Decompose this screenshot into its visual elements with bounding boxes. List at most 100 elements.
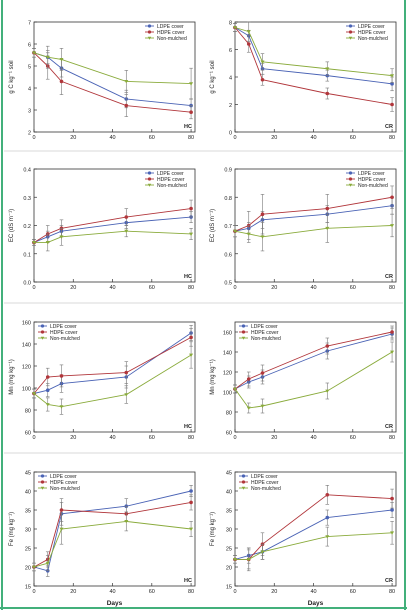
legend-marker (147, 177, 152, 181)
x-tick-label: 20 (70, 435, 76, 441)
legend-marker (348, 36, 353, 40)
data-point (390, 74, 395, 78)
series-line-2 (33, 354, 192, 408)
legend-label: HDPE cover (251, 480, 279, 486)
x-tick-label: 80 (188, 435, 194, 441)
series-line-1 (33, 501, 192, 568)
legend-label: LDPE cover (358, 24, 385, 30)
legend-label: LDPE cover (157, 171, 184, 177)
x-tick-label: 40 (310, 285, 316, 291)
x-tick-label: 40 (109, 589, 115, 595)
legend-marker (147, 171, 152, 175)
y-tick-label: 4 (28, 87, 31, 93)
y-axis-label: Fe (mg kg⁻¹) (210, 512, 216, 546)
legend-marker (241, 486, 246, 490)
x-tick-label: 20 (70, 285, 76, 291)
series-line-2 (234, 351, 393, 409)
x-tick-label: 60 (350, 435, 356, 441)
y-axis-label: g C kg⁻¹ soil (210, 60, 216, 93)
y-axis-label: Mn (mg kg⁻¹) (210, 359, 216, 395)
legend-label: HDPE cover (358, 30, 386, 36)
data-point (233, 387, 237, 391)
data-point (390, 195, 394, 200)
legend-marker (241, 480, 246, 484)
data-point (260, 371, 265, 375)
y-tick-label: 0.0 (23, 281, 31, 287)
y-tick-label: 6 (229, 48, 232, 54)
data-point (390, 224, 395, 228)
legend-marker (147, 30, 152, 34)
y-tick-label: 0.7 (224, 224, 232, 230)
series-line-0 (33, 490, 192, 572)
panel-corner-label: HC (184, 124, 192, 130)
data-point (124, 229, 129, 234)
legend-label: HDPE cover (251, 330, 279, 336)
y-tick-label: 2 (28, 131, 31, 137)
data-point (59, 527, 64, 531)
legend-label: HDPE cover (50, 480, 78, 486)
legend-label: LDPE cover (157, 24, 184, 30)
panel-corner-label: HC (184, 274, 192, 280)
legend-label: LDPE cover (358, 171, 385, 177)
data-point (390, 496, 394, 501)
data-point (233, 229, 237, 234)
y-tick-label: 20 (25, 566, 31, 572)
y-axis-label: Mn (mg kg⁻¹) (9, 359, 15, 395)
data-point (124, 370, 129, 375)
data-point (246, 232, 251, 236)
y-tick-label: 40 (25, 490, 31, 496)
x-tick-label: 20 (271, 589, 277, 595)
x-tick-label: 60 (149, 589, 155, 595)
legend-marker (348, 30, 353, 34)
x-tick-label: 40 (109, 285, 115, 291)
legend-marker (147, 36, 152, 40)
x-tick-label: 0 (32, 285, 35, 291)
series-line-1 (33, 208, 192, 243)
data-point (32, 392, 36, 396)
x-tick-label: 80 (389, 589, 395, 595)
x-tick-label: 20 (271, 435, 277, 441)
data-point (124, 393, 129, 397)
x-tick-label: 40 (109, 435, 115, 441)
y-tick-label: 0.9 (224, 168, 232, 174)
x-tick-label: 40 (109, 135, 115, 141)
data-point (189, 110, 193, 114)
y-tick-label: 3 (28, 109, 31, 115)
data-point (260, 404, 265, 408)
y-tick-label: 20 (226, 566, 232, 572)
series-line-1 (234, 196, 393, 232)
data-point (45, 55, 50, 60)
data-point (260, 77, 265, 82)
y-tick-label: 140 (22, 343, 31, 349)
y-tick-label: 35 (226, 509, 232, 515)
x-tick-label: 0 (233, 285, 236, 291)
data-point (45, 403, 50, 407)
x-tick-label: 0 (233, 589, 236, 595)
y-tick-label: 160 (223, 331, 232, 337)
x-tick-label: 0 (233, 135, 236, 141)
y-tick-label: 45 (25, 471, 31, 477)
data-point (233, 558, 237, 562)
y-tick-label: 6 (28, 43, 31, 49)
y-tick-label: 25 (25, 547, 31, 553)
x-tick-label: 80 (188, 589, 194, 595)
data-point (390, 508, 394, 512)
legend-label: HDPE cover (358, 177, 386, 183)
legend-label: HDPE cover (157, 30, 185, 36)
data-point (45, 241, 50, 245)
y-tick-label: 5 (28, 65, 31, 71)
x-tick-label: 60 (149, 135, 155, 141)
y-tick-label: 8 (229, 21, 232, 27)
y-tick-label: 30 (226, 528, 232, 534)
y-tick-label: 60 (25, 431, 31, 437)
legend-marker (348, 183, 353, 187)
legend-label: LDPE cover (251, 324, 278, 330)
data-point (124, 215, 129, 219)
y-tick-label: 0.8 (224, 196, 232, 202)
x-tick-label: 20 (271, 285, 277, 291)
y-tick-label: 120 (223, 371, 232, 377)
data-point (260, 235, 265, 239)
y-tick-label: 60 (226, 431, 232, 437)
